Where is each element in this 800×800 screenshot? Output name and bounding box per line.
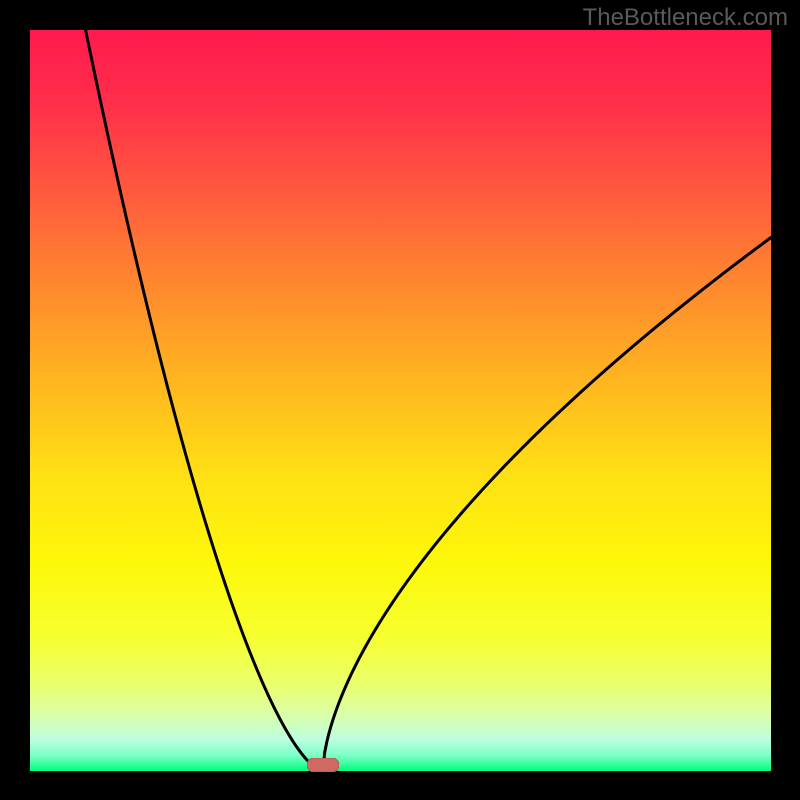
chart-container: TheBottleneck.com bbox=[0, 0, 800, 800]
watermark-text: TheBottleneck.com bbox=[583, 4, 788, 32]
plot-area bbox=[30, 30, 771, 771]
curve-layer bbox=[30, 30, 771, 771]
bottleneck-curve bbox=[86, 30, 771, 771]
min-marker bbox=[307, 758, 339, 772]
min-marker-pill bbox=[307, 758, 339, 772]
